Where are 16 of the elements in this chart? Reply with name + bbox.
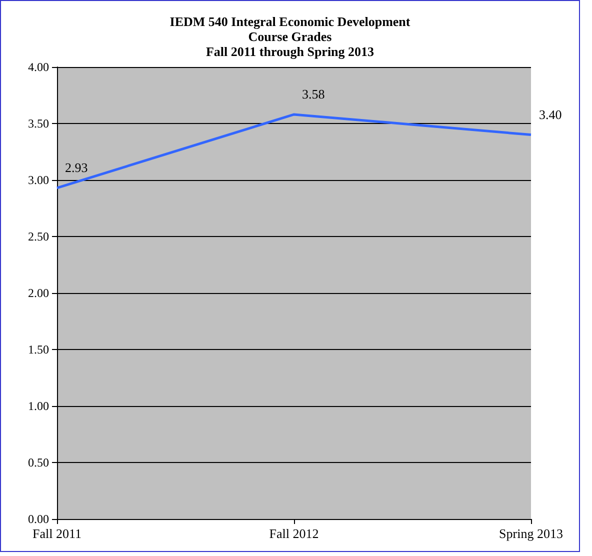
- text: 3.58: [302, 86, 325, 102]
- text: 2.93: [65, 160, 88, 175]
- y-tick-label: 1.00: [28, 399, 49, 413]
- chart-title: IEDM 540 Integral Economic Development Course Grades Fall 2011 through Spring 2013: [170, 14, 411, 59]
- y-tick-label: 2.50: [28, 230, 49, 244]
- y-tick-label: 0.00: [28, 512, 49, 526]
- y-tick-label: 1.50: [28, 342, 49, 356]
- y-tick-label: 3.00: [28, 173, 49, 187]
- y-tick-label: 2.00: [28, 286, 49, 300]
- x-tick-label: Fall 2012: [269, 526, 319, 541]
- x-tick-label: Spring 2013: [499, 526, 563, 541]
- x-tick-label: Fall 2011: [32, 526, 82, 541]
- y-tick-label: 4.00: [28, 60, 49, 74]
- y-tick-label: 0.50: [28, 456, 49, 470]
- text: 3.40: [539, 106, 562, 122]
- y-tick-label: 3.50: [28, 116, 49, 130]
